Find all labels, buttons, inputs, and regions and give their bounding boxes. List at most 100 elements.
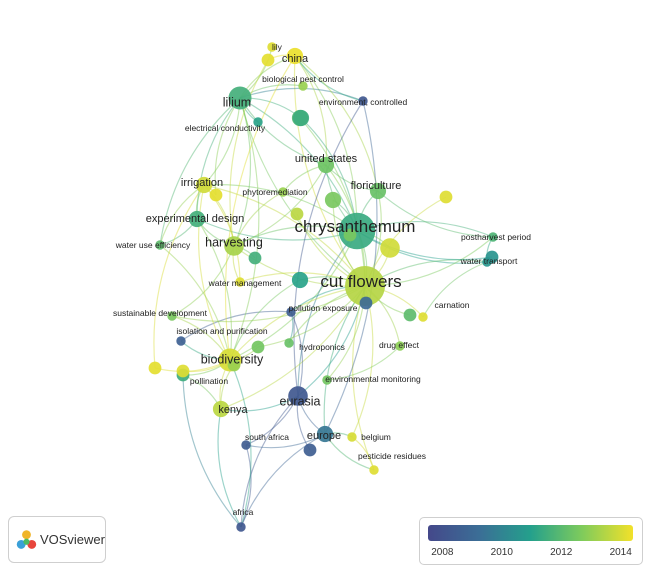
keyword-node-env-mon[interactable]: [322, 375, 332, 385]
keyword-node-water-mgmt[interactable]: [235, 277, 245, 287]
keyword-node[interactable]: [251, 340, 265, 354]
co-occurrence-link: [240, 444, 252, 528]
keyword-node-lilium[interactable]: [228, 86, 252, 110]
keyword-label-cut-flowers: cut flowers: [320, 272, 401, 291]
keyword-node-elec-cond[interactable]: [253, 117, 263, 127]
keyword-node-eurasia[interactable]: [288, 386, 308, 406]
keyword-node-postharvest[interactable]: [488, 232, 498, 242]
keyword-node-irrigation[interactable]: [195, 176, 213, 194]
keyword-node-exp-design[interactable]: [188, 210, 206, 228]
color-scale-tick: 2014: [609, 547, 632, 558]
co-occurrence-link: [229, 59, 269, 247]
keyword-node[interactable]: [248, 251, 262, 265]
co-occurrence-link: [293, 100, 364, 397]
keyword-node-lily[interactable]: [267, 42, 277, 52]
color-scale-bar: [428, 525, 633, 541]
keyword-label-bio-pest: biological pest control: [262, 74, 344, 84]
keyword-node[interactable]: [439, 190, 453, 204]
keyword-label-pollution: pollution exposure: [289, 303, 358, 313]
brand-label: VOSviewer: [39, 532, 105, 547]
co-occurrence-link: [229, 279, 301, 361]
keyword-node[interactable]: [209, 188, 223, 202]
co-occurrence-link: [294, 55, 364, 102]
keyword-label-postharvest: postharvest period: [461, 232, 531, 242]
co-occurrence-link: [180, 310, 292, 342]
co-occurrence-link: [196, 218, 358, 241]
keyword-node[interactable]: [290, 207, 304, 221]
co-occurrence-link: [233, 164, 327, 247]
co-occurrence-link: [203, 184, 366, 287]
keyword-node[interactable]: [148, 361, 162, 375]
keyword-node-hydroponics[interactable]: [284, 338, 294, 348]
keyword-node[interactable]: [359, 296, 373, 310]
keyword-node[interactable]: [176, 364, 190, 378]
keyword-node-carnation[interactable]: [418, 312, 428, 322]
keyword-label-carnation: carnation: [435, 300, 470, 310]
keyword-label-water-mgmt: water management: [208, 278, 282, 288]
keyword-label-africa: africa: [233, 507, 254, 517]
keyword-label-china: china: [282, 53, 309, 65]
keyword-node-south-africa[interactable]: [241, 440, 251, 450]
keyword-node-bio-pest[interactable]: [298, 81, 308, 91]
co-occurrence-link: [352, 285, 375, 471]
keyword-node[interactable]: [227, 358, 241, 372]
keyword-node[interactable]: [403, 308, 417, 322]
co-occurrence-link: [229, 359, 252, 528]
keyword-node[interactable]: [380, 238, 400, 258]
color-scale-legend: 2008 2010 2012 2014: [419, 517, 643, 565]
keyword-node[interactable]: [303, 443, 317, 457]
co-occurrence-link: [196, 97, 241, 220]
keyword-label-south-africa: south africa: [245, 432, 289, 442]
keyword-node[interactable]: [343, 228, 357, 242]
co-occurrence-link: [224, 55, 296, 361]
co-occurrence-link: [294, 55, 379, 192]
co-occurrence-link: [182, 374, 242, 528]
keyword-label-env-mon: environmental monitoring: [325, 374, 421, 384]
keyword-node[interactable]: [261, 53, 275, 67]
co-occurrence-link: [239, 97, 358, 232]
co-occurrence-link: [233, 97, 252, 247]
co-occurrence-link: [240, 433, 326, 528]
keyword-node-water-use[interactable]: [155, 240, 165, 250]
keyword-node-pollution[interactable]: [286, 307, 296, 317]
co-occurrence-link: [229, 97, 260, 361]
color-scale-tick: 2010: [490, 547, 513, 558]
keyword-node-phytoremediation[interactable]: [278, 187, 288, 197]
keyword-label-env-ctrl: environment, controlled: [319, 97, 408, 107]
keyword-node-cut-flowers[interactable]: [345, 266, 385, 306]
co-occurrence-link: [299, 117, 366, 287]
co-occurrence-link: [240, 395, 299, 528]
keyword-node-sustainable[interactable]: [167, 311, 177, 321]
keyword-node-isolation[interactable]: [176, 336, 186, 346]
co-occurrence-link: [217, 408, 242, 528]
keyword-node-env-ctrl[interactable]: [358, 96, 368, 106]
keyword-label-water-use: water use efficiency: [115, 240, 191, 250]
co-occurrence-link: [197, 184, 231, 361]
keyword-node-pesticide[interactable]: [369, 465, 379, 475]
keyword-node-harvesting[interactable]: [224, 236, 244, 256]
keyword-node[interactable]: [324, 191, 342, 209]
keyword-node-africa[interactable]: [236, 522, 246, 532]
keyword-node-us[interactable]: [317, 156, 335, 174]
keyword-node[interactable]: [291, 271, 309, 289]
co-occurrence-link: [239, 97, 366, 287]
keyword-label-chrysanthemum: chrysanthemum: [295, 217, 416, 236]
keyword-node-floriculture[interactable]: [369, 182, 387, 200]
co-occurrence-link: [203, 97, 241, 186]
keyword-node-drug-effect[interactable]: [395, 341, 405, 351]
co-occurrence-link: [293, 55, 366, 287]
keyword-node-kenya[interactable]: [212, 400, 230, 418]
co-occurrence-link: [229, 230, 358, 361]
keyword-node[interactable]: [292, 109, 310, 127]
keyword-node-belgium[interactable]: [347, 432, 357, 442]
keyword-node-europe[interactable]: [316, 425, 334, 443]
keyword-label-drug-effect: drug effect: [379, 340, 420, 350]
co-occurrence-link: [171, 285, 366, 323]
vosviewer-brand[interactable]: VOSviewer: [8, 516, 106, 563]
keyword-node-china[interactable]: [286, 47, 304, 65]
keyword-node[interactable]: [485, 250, 499, 264]
co-occurrence-link: [171, 245, 235, 317]
